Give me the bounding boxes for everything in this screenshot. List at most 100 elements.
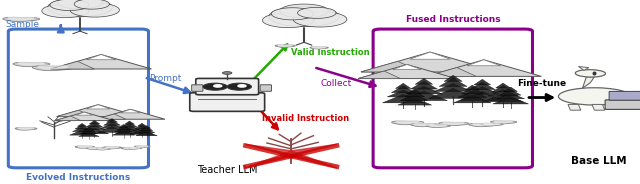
Polygon shape: [57, 105, 140, 117]
Polygon shape: [106, 147, 118, 148]
Polygon shape: [246, 144, 337, 168]
Polygon shape: [103, 147, 122, 149]
FancyBboxPatch shape: [196, 78, 259, 95]
Polygon shape: [483, 94, 523, 102]
Polygon shape: [86, 54, 116, 60]
Polygon shape: [3, 17, 40, 22]
Polygon shape: [484, 123, 500, 125]
Polygon shape: [582, 77, 595, 88]
Polygon shape: [415, 78, 433, 84]
Polygon shape: [77, 123, 86, 126]
Polygon shape: [406, 86, 442, 94]
Polygon shape: [89, 147, 100, 149]
Polygon shape: [415, 123, 434, 125]
FancyBboxPatch shape: [8, 29, 148, 168]
Polygon shape: [106, 119, 118, 122]
Polygon shape: [57, 110, 93, 117]
Polygon shape: [104, 120, 120, 125]
Polygon shape: [426, 125, 451, 128]
FancyBboxPatch shape: [260, 85, 271, 91]
Polygon shape: [392, 121, 424, 125]
Polygon shape: [410, 81, 437, 89]
Polygon shape: [392, 86, 415, 93]
Polygon shape: [129, 147, 142, 149]
Polygon shape: [116, 128, 143, 134]
Polygon shape: [119, 124, 128, 127]
Polygon shape: [124, 121, 134, 124]
Polygon shape: [85, 127, 93, 129]
Polygon shape: [70, 3, 120, 17]
Polygon shape: [426, 68, 476, 76]
Polygon shape: [96, 109, 165, 119]
Circle shape: [203, 83, 227, 90]
Polygon shape: [75, 146, 94, 148]
Polygon shape: [78, 146, 92, 147]
Polygon shape: [79, 132, 99, 137]
Polygon shape: [435, 83, 472, 91]
Polygon shape: [361, 61, 421, 72]
Polygon shape: [136, 146, 148, 147]
Polygon shape: [140, 127, 153, 130]
Text: Valid Instruction: Valid Instruction: [291, 48, 370, 57]
Polygon shape: [398, 98, 431, 105]
Polygon shape: [469, 82, 495, 90]
Polygon shape: [443, 122, 464, 124]
Polygon shape: [444, 75, 462, 81]
Polygon shape: [18, 128, 33, 129]
Polygon shape: [117, 126, 130, 130]
Polygon shape: [76, 112, 93, 115]
Polygon shape: [51, 54, 152, 69]
Polygon shape: [493, 97, 529, 104]
Polygon shape: [86, 122, 102, 127]
Polygon shape: [383, 94, 424, 103]
Polygon shape: [426, 60, 541, 76]
Circle shape: [214, 85, 222, 87]
Polygon shape: [408, 89, 421, 93]
Polygon shape: [401, 91, 447, 101]
Text: Evolved Instructions: Evolved Instructions: [26, 173, 130, 182]
Polygon shape: [458, 91, 487, 98]
Polygon shape: [468, 123, 497, 127]
Polygon shape: [42, 4, 89, 18]
Polygon shape: [134, 146, 150, 148]
Text: Fine-tune: Fine-tune: [518, 79, 566, 88]
Polygon shape: [429, 125, 447, 127]
Polygon shape: [246, 144, 337, 168]
Polygon shape: [467, 60, 500, 66]
Polygon shape: [122, 123, 137, 127]
Polygon shape: [72, 128, 92, 132]
Polygon shape: [136, 131, 157, 136]
Polygon shape: [361, 52, 499, 72]
Text: Fused Instructions: Fused Instructions: [406, 15, 500, 24]
Polygon shape: [592, 105, 605, 110]
Polygon shape: [500, 89, 521, 95]
Polygon shape: [504, 87, 517, 91]
Polygon shape: [278, 45, 292, 46]
Polygon shape: [396, 121, 419, 123]
Polygon shape: [481, 123, 503, 126]
Polygon shape: [488, 90, 518, 96]
Polygon shape: [262, 13, 314, 28]
Polygon shape: [280, 4, 328, 18]
Polygon shape: [133, 127, 151, 131]
Circle shape: [223, 72, 232, 74]
FancyBboxPatch shape: [189, 93, 265, 111]
Polygon shape: [74, 0, 109, 9]
Polygon shape: [460, 91, 505, 101]
Polygon shape: [271, 8, 314, 20]
Polygon shape: [112, 130, 135, 135]
Polygon shape: [293, 12, 347, 27]
Polygon shape: [55, 116, 81, 121]
Polygon shape: [32, 66, 74, 71]
Polygon shape: [86, 105, 110, 109]
Polygon shape: [473, 123, 493, 125]
Polygon shape: [387, 90, 419, 97]
Polygon shape: [312, 47, 325, 48]
Polygon shape: [38, 66, 68, 69]
Polygon shape: [143, 126, 150, 128]
FancyBboxPatch shape: [191, 85, 203, 91]
FancyBboxPatch shape: [609, 91, 640, 100]
Polygon shape: [48, 0, 113, 17]
Polygon shape: [454, 95, 491, 103]
Polygon shape: [405, 91, 424, 97]
